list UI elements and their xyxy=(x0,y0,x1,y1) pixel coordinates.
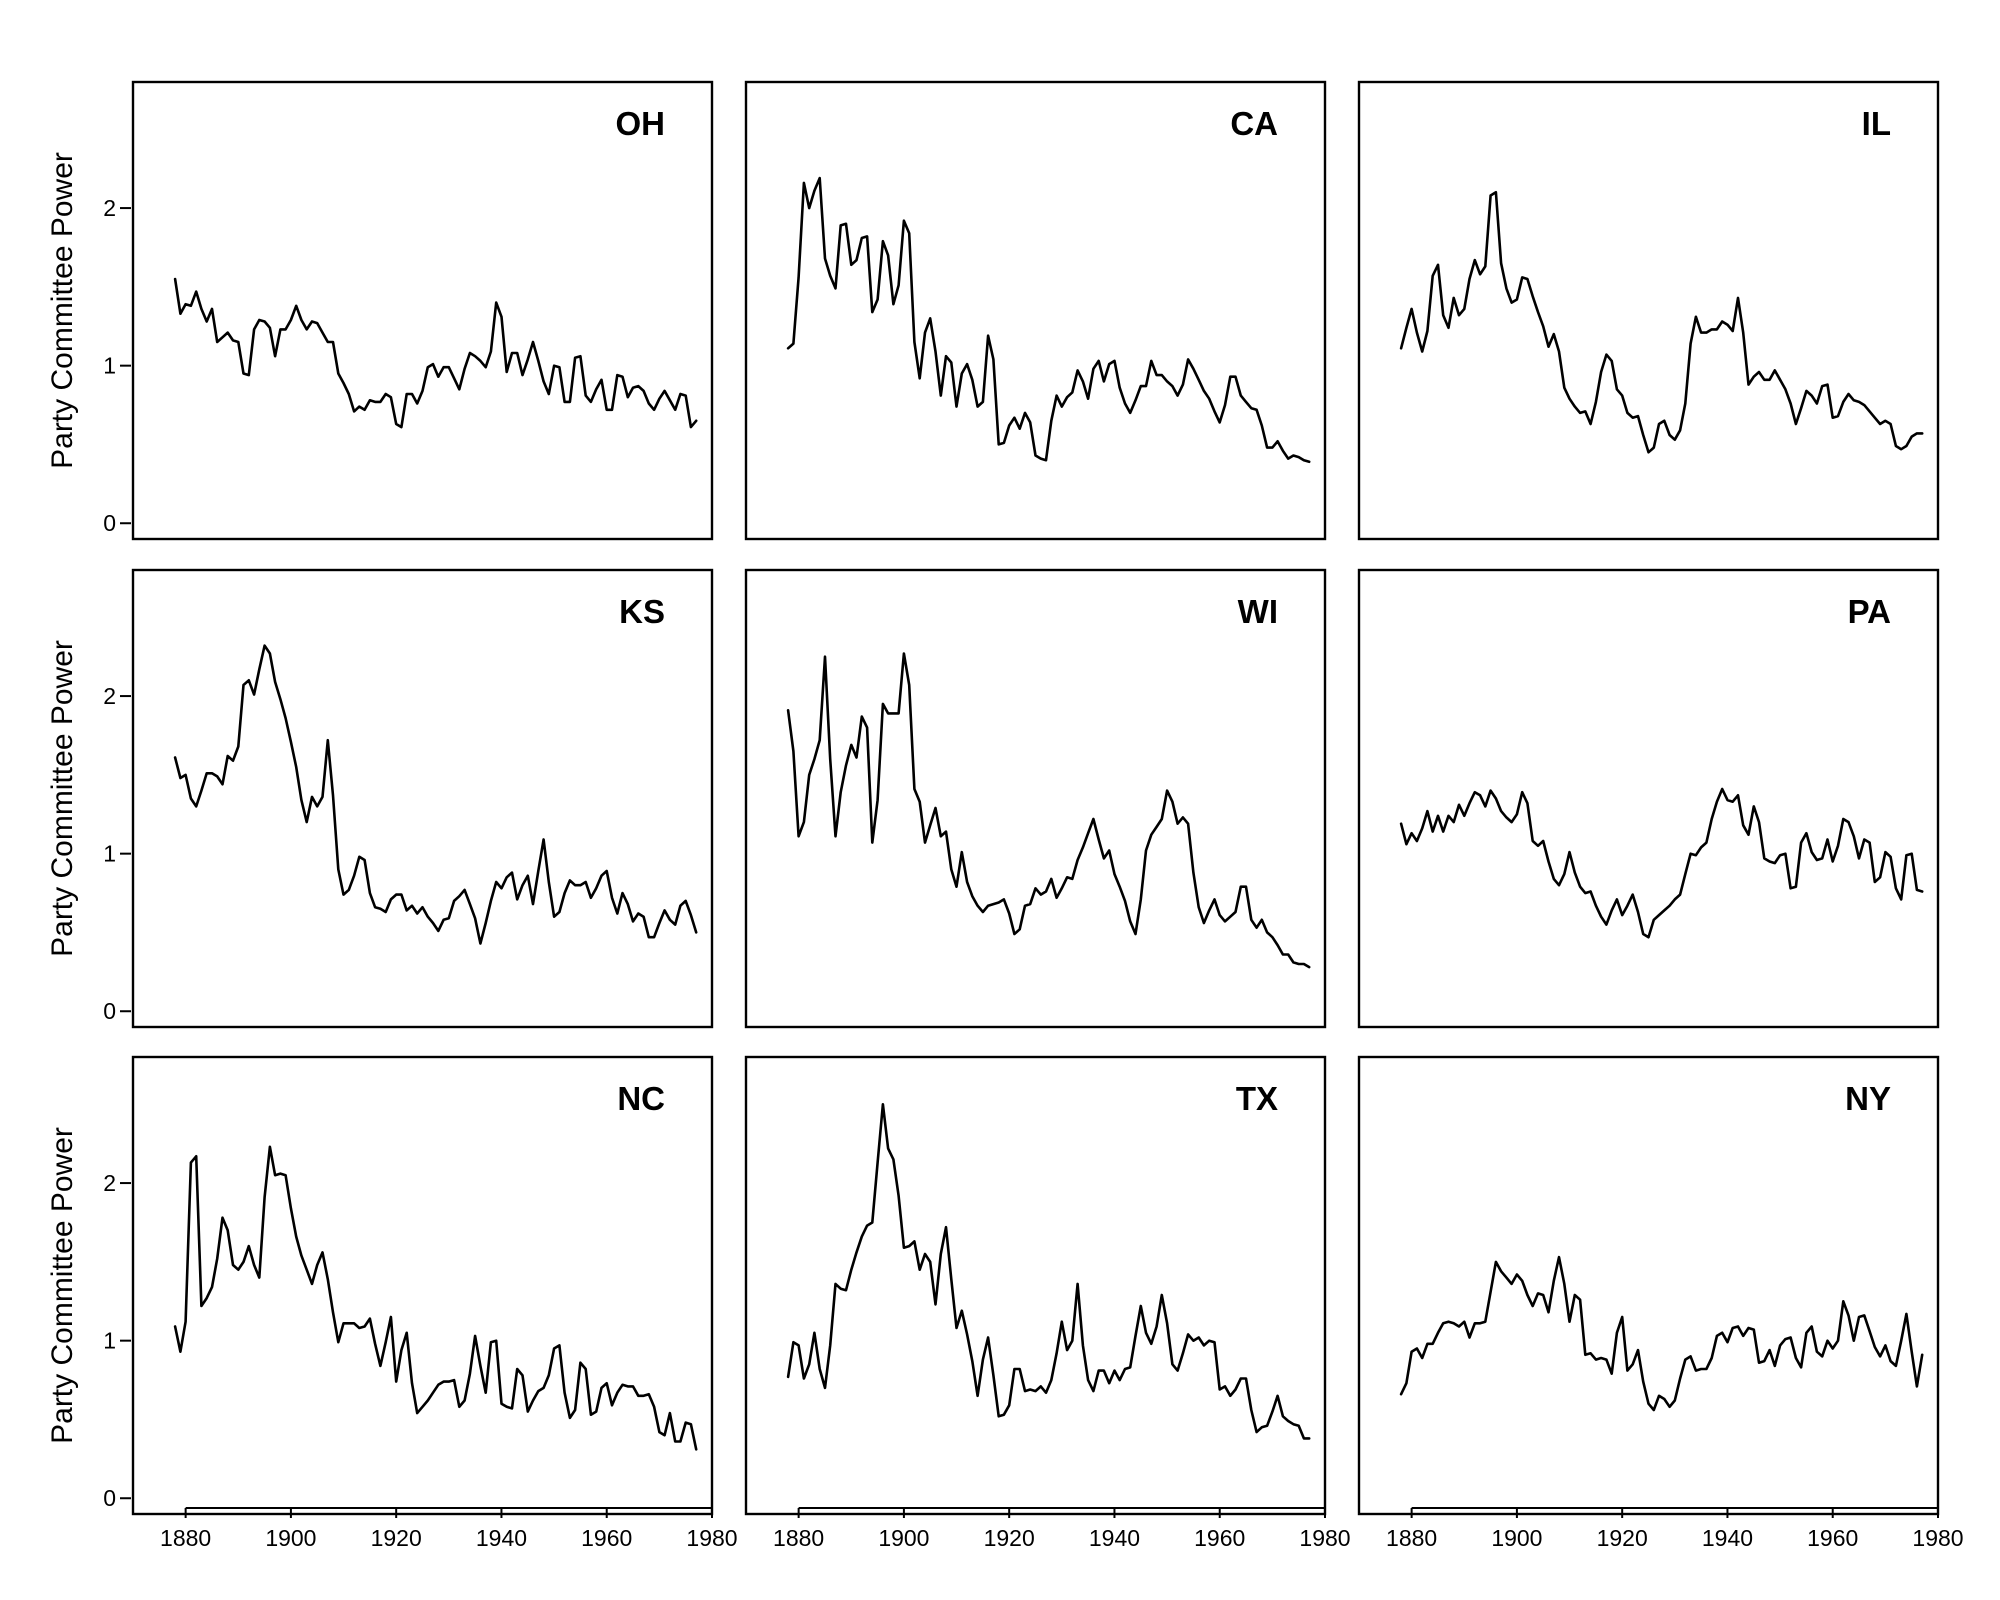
x-tick-label: 1980 xyxy=(1299,1525,1350,1551)
panel-frame xyxy=(744,568,1327,1029)
y-tick-label: 2 xyxy=(103,683,116,709)
y-axis-label: Party Committee Power xyxy=(46,1127,79,1444)
series-line xyxy=(786,176,1311,464)
panel-frame xyxy=(744,80,1327,541)
panel-title: PA xyxy=(1848,593,1891,630)
x-tick-label: 1960 xyxy=(581,1525,632,1551)
y-tick-label: 2 xyxy=(103,1170,116,1196)
x-tick-label: 1980 xyxy=(686,1525,737,1551)
panel-oh: OH 0 1 2 Party Committee Power xyxy=(46,80,714,541)
x-tick-label: 1920 xyxy=(371,1525,422,1551)
panel-title: TX xyxy=(1236,1080,1278,1117)
panel-frame xyxy=(1357,568,1940,1029)
x-tick-label: 1960 xyxy=(1807,1525,1858,1551)
panel-title: IL xyxy=(1862,105,1891,142)
panel-nc: NC 0 1 2 Party Committee Power 1880 1900 1920 19… xyxy=(46,1055,738,1551)
panel-tx: TX 1880 1900 1920 1940 1960 1980 xyxy=(744,1055,1351,1551)
panel-title: NC xyxy=(617,1080,665,1117)
series-line xyxy=(173,1145,698,1451)
panel-ny: NY 1880 1900 1920 1940 1960 1980 xyxy=(1357,1055,1964,1551)
y-tick-label: 0 xyxy=(103,1485,116,1511)
y-tick-label: 0 xyxy=(103,998,116,1024)
x-tick-label: 1940 xyxy=(1089,1525,1140,1551)
x-tick-label: 1900 xyxy=(265,1525,316,1551)
x-tick-label: 1880 xyxy=(160,1525,211,1551)
series-line xyxy=(1399,1255,1924,1412)
panel-pa: PA xyxy=(1357,568,1940,1029)
panel-ca: CA xyxy=(744,80,1327,541)
series-line xyxy=(173,277,698,429)
panel-il: IL xyxy=(1357,80,1940,541)
x-tick-label: 1880 xyxy=(1386,1525,1437,1551)
x-tick-label: 1960 xyxy=(1194,1525,1245,1551)
series-line xyxy=(1399,787,1924,939)
y-tick-label: 0 xyxy=(103,510,116,536)
series-line xyxy=(1399,191,1924,454)
panel-frame xyxy=(744,1055,1327,1516)
y-axis-label: Party Committee Power xyxy=(46,640,79,957)
x-tick-label: 1900 xyxy=(878,1525,929,1551)
y-tick-label: 1 xyxy=(103,841,116,867)
panel-title: CA xyxy=(1230,105,1278,142)
series-line xyxy=(786,652,1311,969)
panel-frame xyxy=(1357,80,1940,541)
x-tick-label: 1900 xyxy=(1491,1525,1542,1551)
panel-frame xyxy=(131,1055,714,1516)
x-tick-label: 1920 xyxy=(1597,1525,1648,1551)
x-tick-label: 1940 xyxy=(476,1525,527,1551)
panel-title: KS xyxy=(619,593,665,630)
panel-title: OH xyxy=(616,105,666,142)
y-axis-label: Party Committee Power xyxy=(46,152,79,469)
y-tick-label: 1 xyxy=(103,1328,116,1354)
panel-title: WI xyxy=(1238,593,1278,630)
series-line xyxy=(786,1103,1311,1440)
x-tick-label: 1980 xyxy=(1912,1525,1963,1551)
panel-frame xyxy=(131,80,714,541)
y-tick-label: 2 xyxy=(103,195,116,221)
panel-frame xyxy=(131,568,714,1029)
x-tick-label: 1880 xyxy=(773,1525,824,1551)
panel-wi: WI xyxy=(744,568,1327,1029)
x-tick-label: 1940 xyxy=(1702,1525,1753,1551)
series-line xyxy=(173,644,698,945)
panel-frame xyxy=(1357,1055,1940,1516)
panel-ks: KS 0 1 2 Party Committee Power xyxy=(46,568,714,1029)
x-tick-label: 1920 xyxy=(984,1525,1035,1551)
panel-title: NY xyxy=(1845,1080,1891,1117)
y-tick-label: 1 xyxy=(103,353,116,379)
